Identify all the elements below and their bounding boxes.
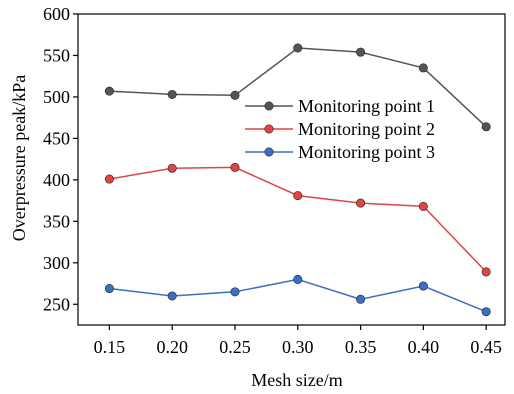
series-2-point xyxy=(230,162,240,172)
x-tick-label: 0.30 xyxy=(282,337,314,357)
series-1-point xyxy=(230,90,240,100)
x-tick-label: 0.20 xyxy=(156,337,188,357)
y-axis-label: Overpressure peak/kPa xyxy=(9,75,29,241)
legend-label-2: Monitoring point 2 xyxy=(298,119,435,139)
x-axis-label: Mesh size/m xyxy=(251,370,343,390)
series-1-point xyxy=(293,43,303,53)
x-tick-label: 0.45 xyxy=(470,337,502,357)
y-tick-label: 550 xyxy=(43,45,70,65)
y-tick-label: 250 xyxy=(43,294,70,314)
legend-marker-3 xyxy=(264,147,274,157)
series-3-point xyxy=(293,274,303,284)
x-tick-label: 0.40 xyxy=(408,337,440,357)
y-tick-label: 350 xyxy=(43,211,70,231)
y-tick-label: 400 xyxy=(43,170,70,190)
series-3-point xyxy=(167,291,177,301)
y-tick-label: 300 xyxy=(43,253,70,273)
legend-label-3: Monitoring point 3 xyxy=(298,142,435,162)
y-tick-label: 600 xyxy=(43,4,70,24)
series-2-point xyxy=(104,174,114,184)
series-3-point xyxy=(481,307,491,317)
series-1-point xyxy=(167,89,177,99)
x-tick-label: 0.35 xyxy=(345,337,377,357)
axes: 250 300 350 400 450 500 550 600 0.15 0.20 0.25 0.30… xyxy=(43,4,506,357)
legend-label-1: Monitoring point 1 xyxy=(298,96,435,116)
series-2-point xyxy=(418,201,428,211)
series-1-point xyxy=(104,86,114,96)
y-tick-label: 450 xyxy=(43,128,70,148)
series-2-point xyxy=(356,198,366,208)
series-2-point xyxy=(481,267,491,277)
series-2-point xyxy=(167,163,177,173)
series-1-point xyxy=(418,63,428,73)
series-3-point xyxy=(418,281,428,291)
series-1-point xyxy=(481,122,491,132)
series-2-point xyxy=(293,191,303,201)
legend-marker-1 xyxy=(264,101,274,111)
x-tick-label: 0.15 xyxy=(94,337,126,357)
series-layer xyxy=(104,43,491,317)
y-tick-label: 500 xyxy=(43,87,70,107)
series-line-3 xyxy=(109,278,487,313)
series-3-point xyxy=(104,284,114,294)
series-3-point xyxy=(230,287,240,297)
series-3-point xyxy=(356,294,366,304)
legend-marker-2 xyxy=(264,124,274,134)
plot-frame xyxy=(77,13,506,326)
series-line-2 xyxy=(109,166,487,273)
x-tick-label: 0.25 xyxy=(219,337,251,357)
legend: Monitoring point 1 Monitoring point 2 Moni… xyxy=(245,96,435,162)
series-1-point xyxy=(356,47,366,57)
